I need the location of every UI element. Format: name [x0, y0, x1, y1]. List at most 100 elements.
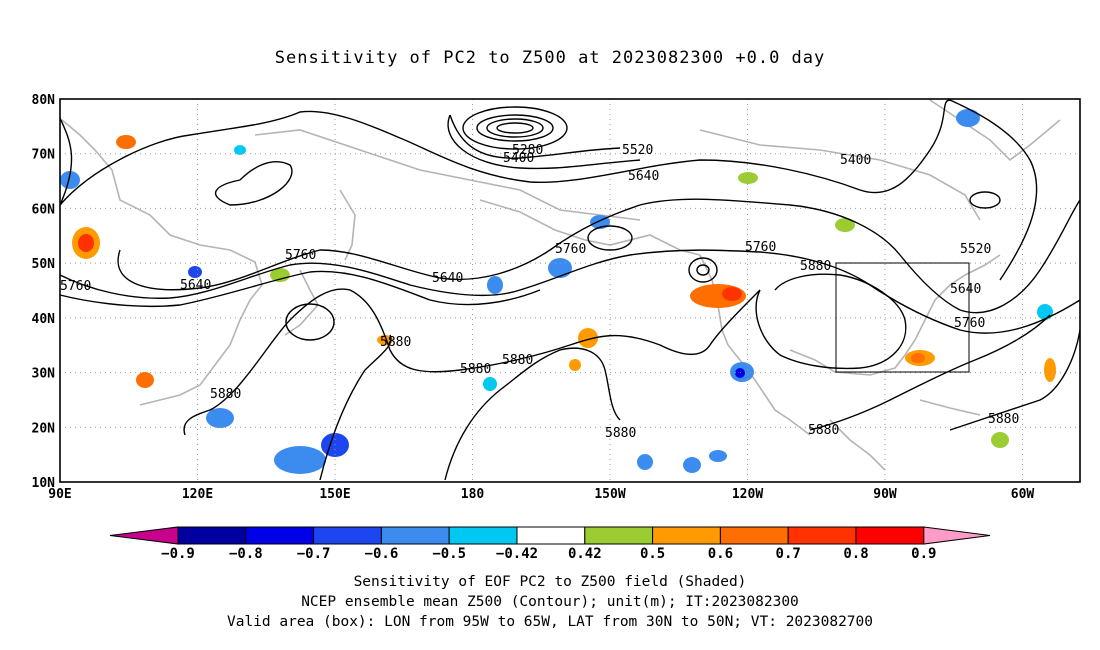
map-frame: [59, 98, 1081, 483]
shade-blob: [722, 287, 742, 301]
contour-line: [476, 114, 554, 142]
shade-blob: [956, 109, 980, 127]
contour-line: [319, 334, 392, 481]
contour-label: 5760: [555, 242, 586, 257]
shade-blob: [234, 145, 246, 155]
contour-line: [59, 249, 1081, 334]
colorbar-label: −0.8: [229, 546, 263, 562]
lat-label: 10N: [32, 476, 56, 491]
colorbar-arrow-left: [109, 526, 179, 545]
contour-line: [462, 106, 568, 150]
contour-label: 5880: [502, 353, 533, 368]
lat-label: 60N: [32, 202, 56, 217]
colorbar-swatch: [516, 526, 586, 545]
shade-blob: [60, 171, 80, 189]
shade-blob: [709, 450, 727, 462]
colorbar-swatch: [855, 526, 925, 545]
contour-label: 5280: [512, 143, 543, 158]
contour-label: 5400: [840, 153, 871, 168]
contour-label: 5880: [460, 362, 491, 377]
shade-blob: [1044, 358, 1056, 382]
footer-line-1: Sensitivity of EOF PC2 to Z500 field (Sh…: [353, 574, 747, 590]
lon-label: 90W: [873, 487, 897, 502]
contour-label: 5640: [180, 278, 211, 293]
coast-canada-north: [699, 129, 981, 221]
contour-label: 5400: [503, 151, 534, 166]
shade-blob: [188, 266, 202, 278]
contour-label: 5760: [60, 279, 91, 294]
contour-label: 5880: [800, 259, 831, 274]
coast-na-west: [699, 254, 811, 436]
lat-label: 80N: [32, 93, 56, 108]
shade-blob: [991, 432, 1009, 448]
contour-line: [486, 118, 544, 138]
contour-label: 5880: [988, 412, 1019, 427]
shade-blob: [835, 218, 855, 232]
shade-blob: [274, 446, 326, 474]
contour-label: 5880: [380, 335, 411, 350]
coast-japan: [284, 269, 319, 336]
colorbar-swatch: [787, 526, 857, 545]
contour-line: [59, 110, 931, 206]
shade-blob: [116, 135, 136, 149]
contour-line: [183, 288, 761, 436]
contour-line: [447, 114, 641, 170]
contour-line: [755, 273, 907, 370]
z500-contours: [59, 99, 1081, 481]
contour-line: [809, 314, 1051, 431]
coast-alaska: [479, 199, 701, 256]
contour-line: [929, 99, 1038, 281]
lat-label: 30N: [32, 367, 56, 382]
shade-blob: [738, 172, 758, 184]
contour-label: 5640: [432, 271, 463, 286]
lat-label: 70N: [32, 148, 56, 163]
shade-blob: [569, 359, 581, 371]
shade-blob: [548, 258, 572, 278]
colorbar-label: 0.7: [776, 546, 801, 562]
contour-label: 5880: [605, 426, 636, 441]
contour-line: [696, 264, 710, 276]
lon-label: 150W: [594, 487, 625, 502]
lon-label: 180: [461, 487, 485, 502]
colorbar-swatch: [380, 526, 450, 545]
colorbar-label: −0.9: [161, 546, 195, 562]
contour-line: [688, 257, 718, 283]
shade-blob: [78, 234, 94, 252]
contour-line: [496, 122, 534, 134]
colorbar-label: −0.7: [297, 546, 331, 562]
colorbar-swatch: [177, 526, 247, 545]
contour-line: [949, 329, 1081, 431]
colorbar-swatch: [652, 526, 721, 545]
contour-label: 5640: [950, 282, 981, 297]
valid-area-box: [835, 262, 970, 373]
coast-na-east: [914, 254, 1001, 341]
contour-label: 5760: [285, 248, 316, 263]
colorbar-swatch: [584, 526, 654, 545]
contour-line: [285, 303, 335, 341]
contour-line: [117, 198, 1081, 314]
shade-blob: [637, 454, 653, 470]
contour-label: 5640: [628, 169, 659, 184]
colorbar-label: −0.42: [496, 546, 538, 562]
lon-label: 60W: [1011, 487, 1035, 502]
shade-blob: [483, 377, 497, 391]
coast-kamchatka: [339, 189, 356, 261]
contour-label: 5520: [622, 143, 653, 158]
colorbar-label: −0.6: [365, 546, 399, 562]
chart-title: Sensitivity of PC2 to Z500 at 2023082300…: [274, 48, 826, 68]
coast-east-asia: [61, 119, 263, 406]
colorbar-label: 0.5: [640, 546, 665, 562]
coast-gulf: [789, 339, 916, 376]
colorbar-label: 0.42: [568, 546, 602, 562]
shade-blob: [683, 457, 701, 473]
contour-line: [449, 114, 621, 159]
coast-caribbean: [919, 399, 981, 416]
colorbar-swatch: [719, 526, 789, 545]
graticule: [60, 99, 1080, 482]
coastlines: [61, 99, 1061, 471]
shade-blob: [136, 372, 154, 388]
coast-greenland: [929, 99, 1061, 162]
lon-label: 120W: [732, 487, 763, 502]
shade-blob: [377, 335, 393, 345]
